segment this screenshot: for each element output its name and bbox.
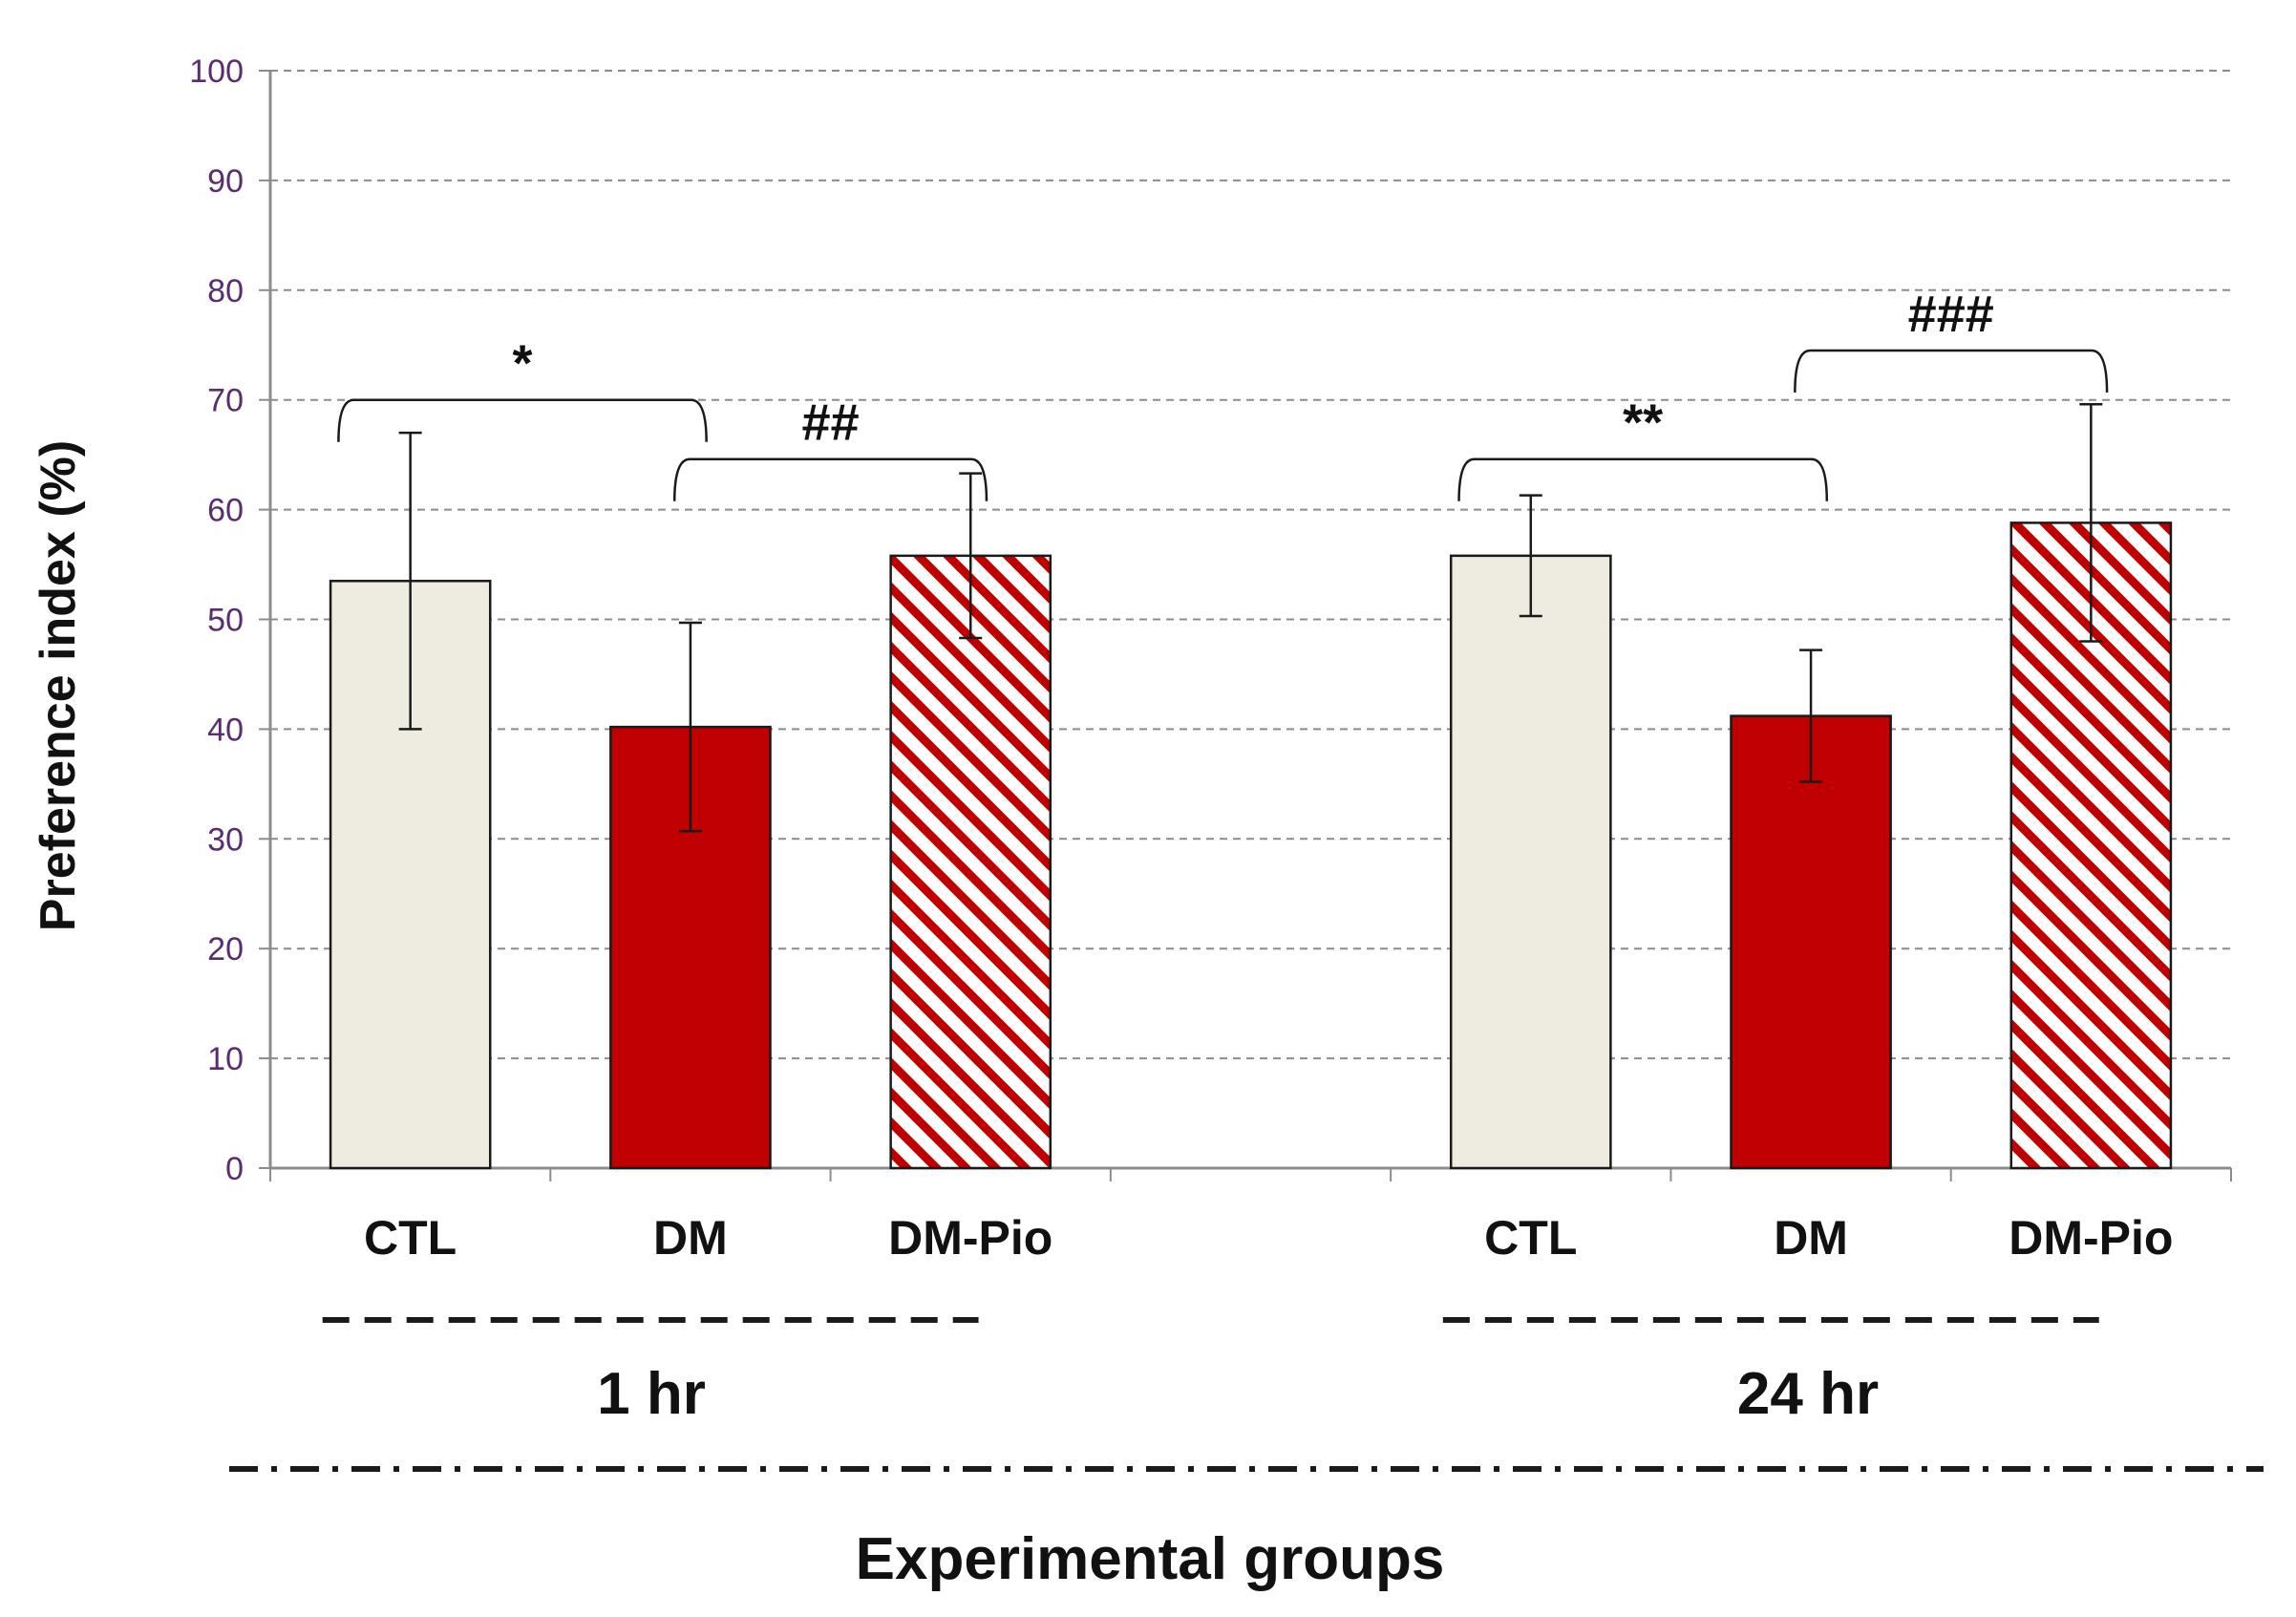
y-tick-label: 20 [207, 931, 244, 968]
axes [259, 70, 2232, 1181]
bar [889, 554, 1052, 1170]
category-label: DM-Pio [2009, 1211, 2173, 1265]
y-tick-label: 30 [207, 821, 244, 858]
significance-bracket [1457, 457, 1829, 501]
y-tick-label: 60 [207, 493, 244, 529]
group-label: 24 hr [1737, 1361, 1879, 1427]
y-tick-label: 10 [207, 1041, 244, 1077]
significance-label: ### [1908, 286, 1994, 343]
gridlines [270, 70, 2231, 1060]
group-label: 1 hr [597, 1361, 706, 1427]
x-axis-title: Experimental groups [856, 1526, 1445, 1592]
significance-label: * [513, 335, 533, 393]
significance-label: ** [1623, 394, 1663, 452]
labels: 0 10 20 30 40 50 60 70 80 90 100 CTL DM DM-Pio 1 hr CTL… [189, 53, 2264, 1472]
significance-label: ## [802, 394, 860, 452]
y-tick-label: 80 [207, 273, 244, 309]
bars [329, 403, 2173, 1170]
significance-brackets: * ## ** ### [337, 286, 2109, 501]
bar [1449, 554, 1612, 1170]
y-tick-label: 70 [207, 383, 244, 419]
y-tick-label: 0 [225, 1151, 244, 1187]
category-label: CTL [1484, 1211, 1577, 1265]
significance-bracket [337, 398, 708, 442]
category-label: DM [1774, 1211, 1848, 1265]
category-label: DM [653, 1211, 728, 1265]
y-axis-title: Preference index (%) [31, 440, 86, 931]
category-label: DM-Pio [888, 1211, 1052, 1265]
y-tick-label: 100 [189, 53, 244, 90]
y-tick-label: 40 [207, 712, 244, 748]
category-label: CTL [364, 1211, 457, 1265]
y-tick-label: 50 [207, 603, 244, 639]
significance-bracket [1794, 349, 2109, 393]
y-tick-label: 90 [207, 163, 244, 200]
bar [1730, 714, 1892, 1170]
significance-bracket [672, 457, 989, 501]
